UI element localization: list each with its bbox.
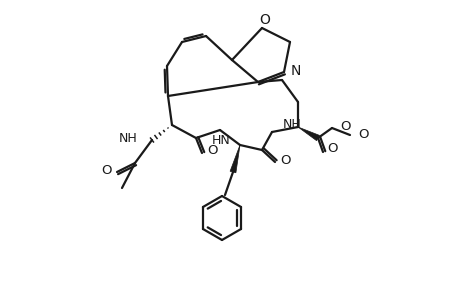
Text: O: O [101,164,112,176]
Text: O: O [357,128,368,142]
Polygon shape [297,127,319,141]
Text: O: O [259,13,270,27]
Text: NH: NH [282,118,301,130]
Text: O: O [339,121,350,134]
Text: NH: NH [119,131,138,145]
Text: O: O [280,154,290,166]
Text: HN: HN [211,134,230,146]
Text: O: O [207,145,217,158]
Text: N: N [290,64,301,78]
Polygon shape [230,145,240,173]
Text: O: O [326,142,337,155]
